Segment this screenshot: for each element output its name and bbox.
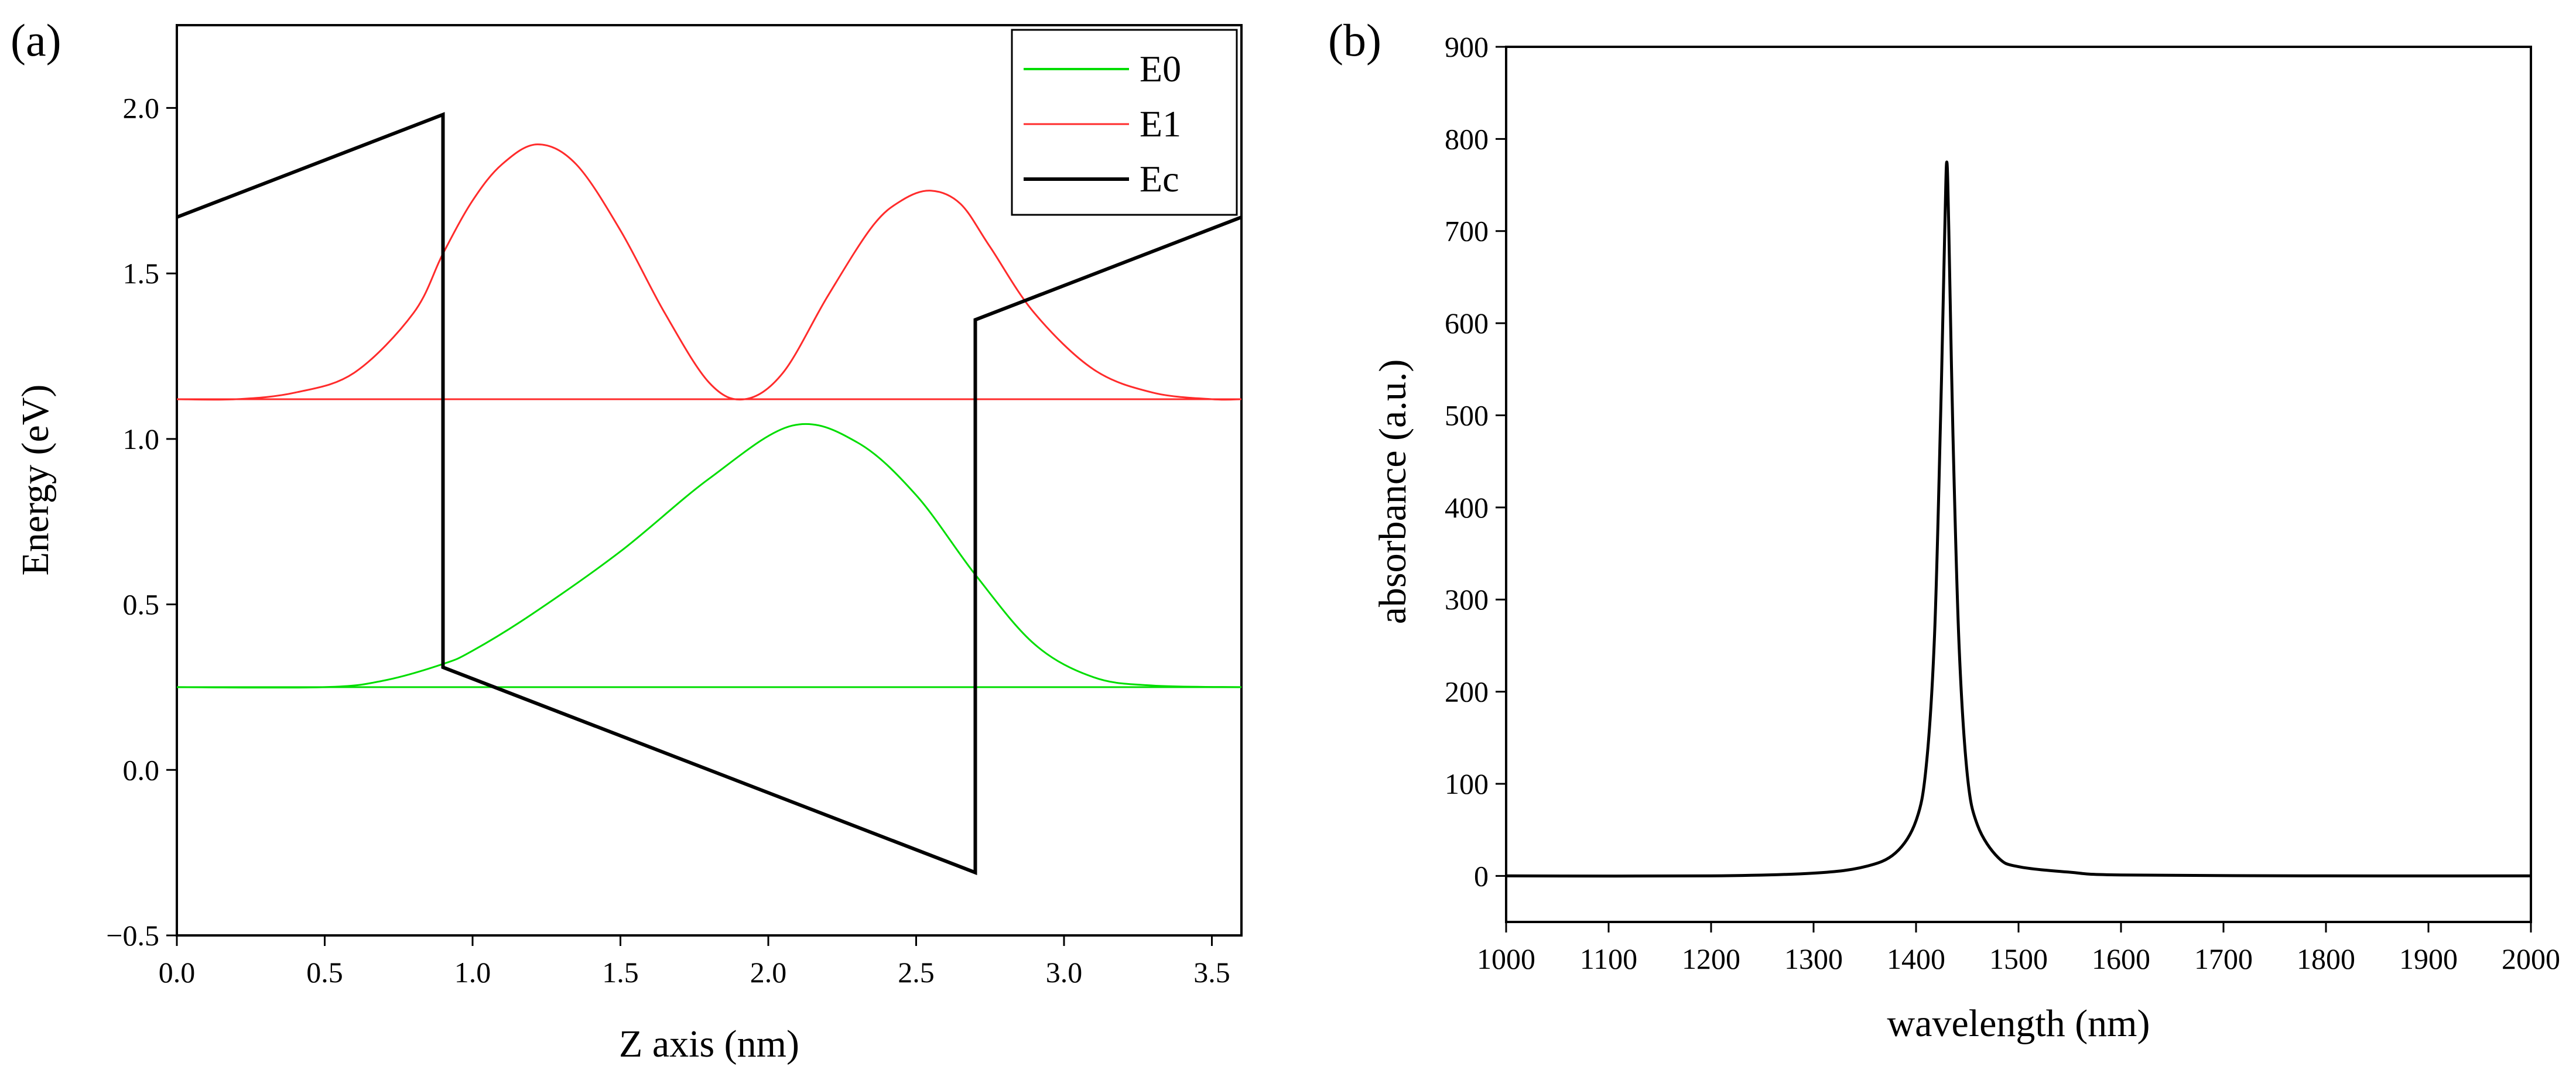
b-y-tick-label: 0	[1474, 859, 1489, 892]
b-y-tick-label: 700	[1445, 215, 1489, 248]
b-absorbance-wavefunction-line	[1506, 160, 2531, 878]
legend: E0 E1 Ec	[1011, 29, 1238, 216]
plot-frame-a	[176, 24, 1243, 937]
a-x-tick-label: 3.5	[1193, 956, 1230, 989]
b-y-tick-label: 500	[1445, 399, 1489, 431]
x-axis-label-a: Z axis (nm)	[619, 1023, 799, 1065]
a-y-tick-label: 0.0	[123, 753, 160, 786]
b-y-tick-label: 600	[1445, 307, 1489, 340]
b-x-tick-label: 1900	[2399, 942, 2458, 975]
b-x-tick-label: 2000	[2502, 942, 2560, 975]
a-y-tick-label: 0.5	[123, 588, 160, 621]
b-x-tick-label: 1500	[1989, 942, 2048, 975]
legend-label-ec: Ec	[1140, 158, 1179, 200]
b-x-tick-label: 1000	[1477, 942, 1535, 975]
a-x-tick-label: 3.0	[1046, 956, 1083, 989]
a-x-tick-label: 1.5	[602, 956, 639, 989]
b-y-tick-label: 100	[1445, 767, 1489, 800]
a-y-tick-label: 1.0	[123, 423, 160, 455]
legend-label-e1: E1	[1140, 103, 1181, 145]
panel-label-b: (b)	[1328, 15, 1381, 66]
absorbance-chart: (b) 1000 1100 1200 1300 1400 1500 1600 1700 1800…	[1328, 15, 2560, 1045]
y-axis-label-b: absorbance (a.u.)	[1371, 359, 1414, 625]
legend-label-e0: E0	[1140, 48, 1181, 90]
x-axis-label-b: wavelength (nm)	[1887, 1002, 2150, 1045]
legend-box	[1011, 29, 1238, 216]
y-axis-label-a: Energy (eV)	[14, 385, 57, 576]
panel-label-a: (a)	[11, 15, 61, 66]
a-x-tick-label: 2.5	[898, 956, 935, 989]
b-x-tick-label: 1100	[1580, 942, 1637, 975]
b-x-tick-label: 1800	[2297, 942, 2355, 975]
a-x-tick-label: 0.5	[306, 956, 343, 989]
b-x-tick-label: 1700	[2194, 942, 2253, 975]
b-y-tick-label: 900	[1445, 30, 1489, 63]
b-x-tick-label: 1200	[1682, 942, 1740, 975]
a-y-tick-label: 1.5	[123, 257, 160, 290]
b-y-tick-label: 200	[1445, 676, 1489, 708]
b-x-tick-label: 1600	[2092, 942, 2150, 975]
b-y-tick-label: 400	[1445, 491, 1489, 524]
b-y-tick-label: 800	[1445, 122, 1489, 155]
b-y-tick-label: 300	[1445, 583, 1489, 616]
b-x-tick-label: 1300	[1784, 942, 1843, 975]
a-e0-wavefunction-line	[176, 423, 1242, 689]
plot-frame-b	[1505, 46, 2532, 923]
a-x-tick-label: 2.0	[750, 956, 787, 989]
a-x-tick-label: 0.0	[159, 956, 196, 989]
a-y-tick-label: 2.0	[123, 91, 160, 124]
a-ec-line	[176, 112, 1243, 875]
a-y-tick-label: −0.5	[106, 919, 159, 952]
b-x-tick-label: 1400	[1887, 942, 1945, 975]
a-e1-wavefunction-line	[176, 143, 1242, 401]
energy-band-chart: (a) 0.0 0.5 1.0 1.5 2.0 2.5 3.0 3.5 −0.50.00.51…	[11, 15, 1243, 1065]
a-x-tick-label: 1.0	[454, 956, 491, 989]
